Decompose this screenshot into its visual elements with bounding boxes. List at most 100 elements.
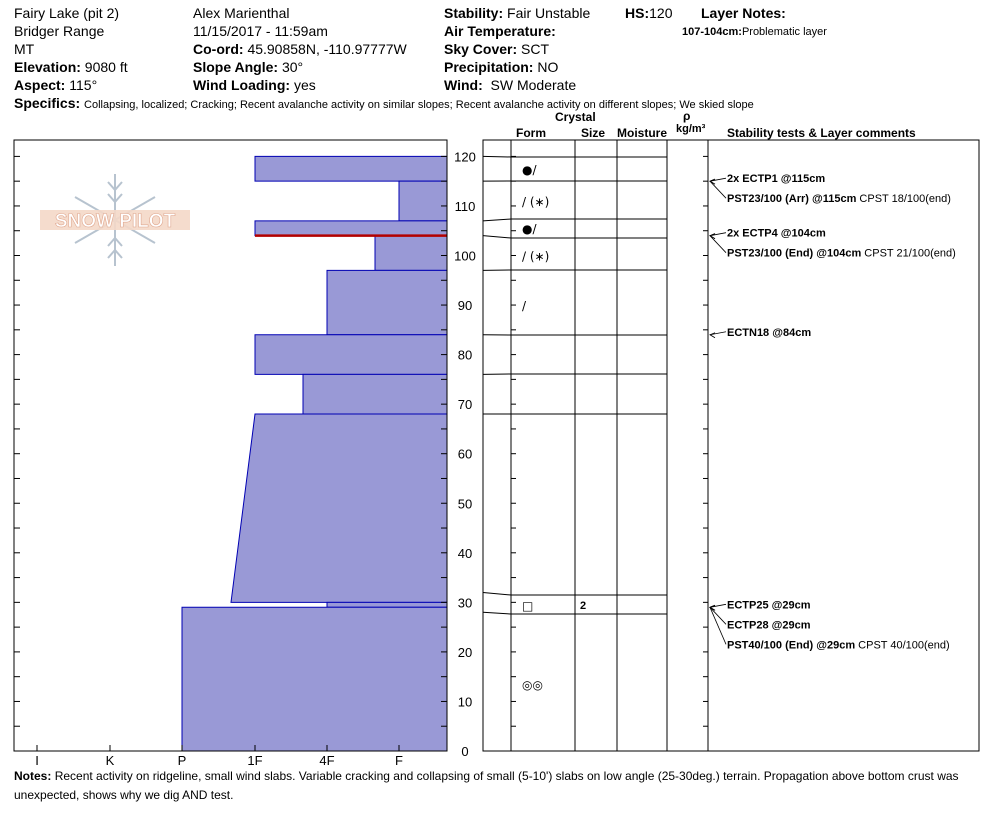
- test-leader: [709, 235, 727, 253]
- stability-label: Stability:: [444, 5, 504, 21]
- crystal-size: 2: [580, 600, 586, 612]
- hardness-layer-1: [398, 180, 448, 222]
- stability-value: Fair Unstable: [507, 5, 591, 21]
- wind-value: SW Moderate: [490, 77, 577, 93]
- slope-value: 30°: [281, 59, 304, 75]
- y-axis: 0 10 20 30 40 50 60 70 80 90 100 110 120: [454, 149, 476, 759]
- decomposing-icon: /: [522, 299, 527, 313]
- test-leader: [709, 607, 727, 645]
- elevation-label: Elevation:: [14, 59, 81, 75]
- test-arrow: [709, 178, 716, 185]
- y-tick-label: 120: [454, 149, 476, 164]
- air-temp-row: Air Temperature:: [444, 23, 556, 39]
- col-moisture: Moisture: [617, 126, 668, 140]
- col-density: kg/m³: [676, 123, 706, 135]
- rounding-faceted-icon: ●/: [522, 222, 537, 236]
- y-tick-label: 90: [458, 298, 472, 313]
- stability-test: PST23/100 (End) @104cm CPST 21/100(end): [727, 248, 956, 260]
- sky-cover-row: Sky Cover: SCT: [444, 41, 549, 57]
- precip-value: NO: [537, 59, 559, 75]
- wind-label: Wind:: [444, 77, 483, 93]
- sky-cover-value: SCT: [521, 41, 550, 57]
- coord-row: Co-ord: 45.90858N, -110.97777W: [193, 41, 407, 57]
- hardness-layer-0: [254, 155, 448, 182]
- stability-test: 2x ECTP1 @115cm: [727, 173, 825, 185]
- test-leader: [709, 603, 727, 608]
- test-leader: [709, 180, 727, 199]
- hs-label: HS:: [625, 5, 650, 21]
- notes-text: Recent activity on ridgeline, small wind…: [14, 769, 959, 802]
- stability-test: PST40/100 (End) @29cm CPST 40/100(end): [727, 639, 950, 651]
- wind-row: Wind: SW Moderate: [444, 77, 576, 93]
- state: MT: [14, 41, 35, 57]
- y-tick-label: 20: [458, 645, 472, 660]
- test-arrow: [709, 332, 716, 339]
- y-tick-label: 30: [458, 595, 472, 610]
- test-leader: [709, 607, 727, 625]
- x-tick-label-1F: 1F: [247, 753, 262, 768]
- x-tick-label-P: P: [178, 753, 187, 768]
- col-form: Form: [516, 126, 546, 140]
- precip-row: Precipitation: NO: [444, 59, 558, 75]
- test-leader: [709, 331, 727, 336]
- test-leader: [709, 177, 727, 182]
- mountain-range: Bridger Range: [14, 23, 105, 39]
- snowpilot-logo: SNOW PILOT: [40, 174, 190, 266]
- layer-boundary: [482, 235, 667, 239]
- specifics-text: Collapsing, localized; Cracking; Recent …: [84, 99, 754, 111]
- facet-icon: □: [522, 599, 533, 613]
- hs-value: 120: [649, 5, 673, 21]
- coord-value: 45.90858N, -110.97777W: [247, 41, 407, 57]
- stability-test: PST23/100 (Arr) @115cm CPST 18/100(end): [727, 193, 951, 205]
- decomposing-precip-icon: / (∗): [522, 195, 549, 209]
- hardness-layer-6: [302, 373, 448, 415]
- air-temp-label: Air Temperature:: [444, 23, 556, 39]
- layer-note-depth: 107-104cm:: [682, 26, 742, 38]
- date-time: 11/15/2017 - 11:59am: [193, 23, 328, 39]
- coord-label: Co-ord:: [193, 41, 244, 57]
- rounding-faceted-icon: ●/: [522, 163, 537, 177]
- crystal-forms: ●/ / (∗) ●/ / (∗) / □ 2 ◎◎: [522, 163, 586, 692]
- stability-test: ECTP28 @29cm: [727, 619, 811, 631]
- hardness-graph-frame: [13, 139, 448, 752]
- col-stability-tests: Stability tests & Layer comments: [727, 126, 916, 140]
- y-tick-label: 60: [458, 447, 472, 462]
- hardness-layer-7: [230, 413, 448, 603]
- aspect-value: 115°: [69, 77, 98, 93]
- hardness-layer-9: [181, 606, 448, 752]
- stability-tests: 2x ECTP1 @115cm PST23/100 (Arr) @115cm CP…: [709, 173, 956, 651]
- layer-notes-label: Layer Notes:: [701, 5, 786, 21]
- melt-form-icon: ◎◎: [522, 678, 543, 692]
- wind-loading-row: Wind Loading: yes: [193, 77, 316, 93]
- slope-label: Slope Angle:: [193, 59, 279, 75]
- observer: Alex Marienthal: [193, 5, 290, 21]
- x-tick-label-K: K: [106, 753, 115, 768]
- layer-boundary: [482, 611, 667, 615]
- test-arrow: [709, 604, 716, 611]
- specifics-row: Specifics: Collapsing, localized; Cracki…: [14, 95, 754, 113]
- hardness-layer-5: [254, 334, 448, 375]
- logo-text: SNOW PILOT: [55, 211, 176, 232]
- sky-cover-label: Sky Cover:: [444, 41, 518, 57]
- layer-boundary: [482, 155, 667, 158]
- test-arrow: [709, 233, 716, 240]
- y-tick-label: 40: [458, 546, 472, 561]
- x-tick-label-I: I: [35, 753, 39, 768]
- y-tick-label: 70: [458, 397, 472, 412]
- stability-test: ECTP25 @29cm: [727, 599, 811, 611]
- slope-row: Slope Angle: 30°: [193, 59, 303, 75]
- table-frame: [482, 139, 980, 752]
- col-size: Size: [581, 126, 606, 140]
- location-name: Fairy Lake (pit 2): [14, 5, 120, 21]
- stability-test: ECTN18 @84cm: [727, 327, 811, 339]
- x-tick-label-F: F: [395, 753, 403, 768]
- wind-loading-value: yes: [293, 77, 316, 93]
- y-tick-label: 50: [458, 496, 472, 511]
- decomposing-precip-icon: / (∗): [522, 250, 549, 264]
- layer-table-frame: [482, 139, 980, 752]
- hs-row: HS:120: [625, 5, 672, 21]
- aspect-row: Aspect: 115°: [14, 77, 97, 93]
- col-rho: ρ: [683, 109, 691, 123]
- aspect-label: Aspect:: [14, 77, 66, 93]
- notes-label: Notes:: [14, 769, 52, 783]
